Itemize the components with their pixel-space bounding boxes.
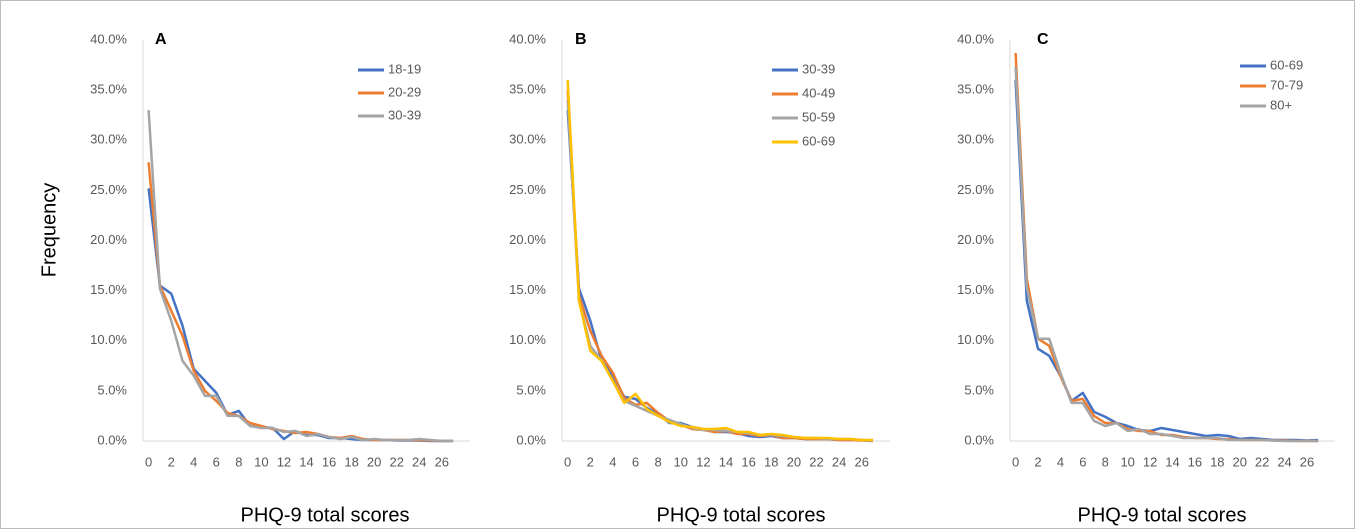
- y-tick-label: 20.0%: [90, 232, 127, 247]
- y-tick-label: 35.0%: [90, 82, 127, 97]
- x-tick-label: 20: [367, 454, 381, 469]
- x-tick-label: 12: [696, 454, 710, 469]
- y-tick-label: 0.0%: [964, 432, 994, 447]
- y-tick-label: 25.0%: [957, 182, 994, 197]
- x-tick-label: 24: [412, 454, 426, 469]
- y-tick-label: 5.0%: [516, 382, 546, 397]
- x-tick-label: 14: [299, 454, 313, 469]
- y-tick-label: 25.0%: [509, 182, 546, 197]
- x-tick-label: 12: [1143, 454, 1157, 469]
- x-tick-label: 24: [1277, 454, 1291, 469]
- x-tick-label: 10: [254, 454, 268, 469]
- y-tick-label: 5.0%: [97, 382, 127, 397]
- y-tick-label: 15.0%: [509, 282, 546, 297]
- x-tick-label: 2: [168, 454, 175, 469]
- y-tick-label: 35.0%: [509, 82, 546, 97]
- x-axis-title: PHQ-9 total scores: [657, 504, 826, 526]
- x-tick-label: 8: [235, 454, 242, 469]
- x-tick-label: 0: [145, 454, 152, 469]
- x-tick-label: 22: [809, 454, 823, 469]
- y-tick-label: 35.0%: [957, 82, 994, 97]
- x-tick-label: 22: [389, 454, 403, 469]
- x-tick-label: 10: [674, 454, 688, 469]
- legend-label: 18-19: [388, 61, 421, 76]
- y-tick-label: 30.0%: [957, 132, 994, 147]
- series-line: [566, 80, 873, 442]
- legend-label: 50-59: [802, 109, 835, 124]
- x-tick-label: 26: [854, 454, 868, 469]
- legend-label: 60-69: [1270, 57, 1303, 72]
- x-tick-label: 26: [435, 454, 449, 469]
- legend-label: 80+: [1270, 97, 1292, 112]
- x-tick-label: 4: [190, 454, 197, 469]
- x-tick-label: 18: [344, 454, 358, 469]
- legend-label: 60-69: [802, 133, 835, 148]
- x-tick-label: 24: [832, 454, 846, 469]
- x-tick-label: 8: [655, 454, 662, 469]
- y-tick-label: 20.0%: [509, 232, 546, 247]
- x-tick-label: 2: [587, 454, 594, 469]
- x-tick-label: 6: [632, 454, 639, 469]
- x-tick-label: 4: [609, 454, 616, 469]
- x-tick-label: 4: [1057, 454, 1064, 469]
- y-tick-label: 15.0%: [90, 282, 127, 297]
- x-tick-label: 0: [1012, 454, 1019, 469]
- x-tick-label: 18: [764, 454, 778, 469]
- y-tick-label: 25.0%: [90, 182, 127, 197]
- x-tick-label: 2: [1034, 454, 1041, 469]
- y-axis-title: Frequency: [38, 183, 60, 278]
- y-tick-label: 40.0%: [509, 31, 546, 46]
- x-tick-label: 6: [213, 454, 220, 469]
- x-axis-title: PHQ-9 total scores: [1078, 504, 1247, 526]
- legend-label: 30-39: [388, 107, 421, 122]
- x-tick-label: 26: [1300, 454, 1314, 469]
- x-tick-label: 16: [1188, 454, 1202, 469]
- legend-label: 20-29: [388, 84, 421, 99]
- legend-label: 70-79: [1270, 77, 1303, 92]
- legend-label: 40-49: [802, 85, 835, 100]
- x-tick-label: 22: [1255, 454, 1269, 469]
- y-tick-label: 30.0%: [509, 132, 546, 147]
- x-tick-label: 6: [1079, 454, 1086, 469]
- y-tick-label: 0.0%: [516, 432, 546, 447]
- panel-label: A: [155, 31, 167, 48]
- y-tick-label: 40.0%: [90, 31, 127, 46]
- x-axis-title: PHQ-9 total scores: [241, 504, 410, 526]
- y-tick-label: 10.0%: [957, 332, 994, 347]
- x-tick-label: 8: [1102, 454, 1109, 469]
- x-tick-label: 20: [1233, 454, 1247, 469]
- y-tick-label: 40.0%: [957, 31, 994, 46]
- y-tick-label: 30.0%: [90, 132, 127, 147]
- y-tick-label: 20.0%: [957, 232, 994, 247]
- series-line: [1014, 67, 1319, 443]
- x-tick-label: 12: [277, 454, 291, 469]
- y-tick-label: 10.0%: [90, 332, 127, 347]
- panel-label: B: [575, 31, 587, 48]
- y-tick-label: 5.0%: [964, 382, 994, 397]
- x-tick-label: 14: [1165, 454, 1179, 469]
- x-tick-label: 10: [1120, 454, 1134, 469]
- y-tick-label: 15.0%: [957, 282, 994, 297]
- x-tick-label: 0: [564, 454, 571, 469]
- series-line: [147, 110, 454, 443]
- panel-label: C: [1037, 31, 1049, 48]
- y-tick-label: 0.0%: [97, 432, 127, 447]
- y-tick-label: 10.0%: [509, 332, 546, 347]
- x-tick-label: 16: [322, 454, 336, 469]
- x-tick-label: 20: [787, 454, 801, 469]
- legend-label: 30-39: [802, 61, 835, 76]
- x-tick-label: 18: [1210, 454, 1224, 469]
- x-tick-label: 14: [719, 454, 733, 469]
- x-tick-label: 16: [741, 454, 755, 469]
